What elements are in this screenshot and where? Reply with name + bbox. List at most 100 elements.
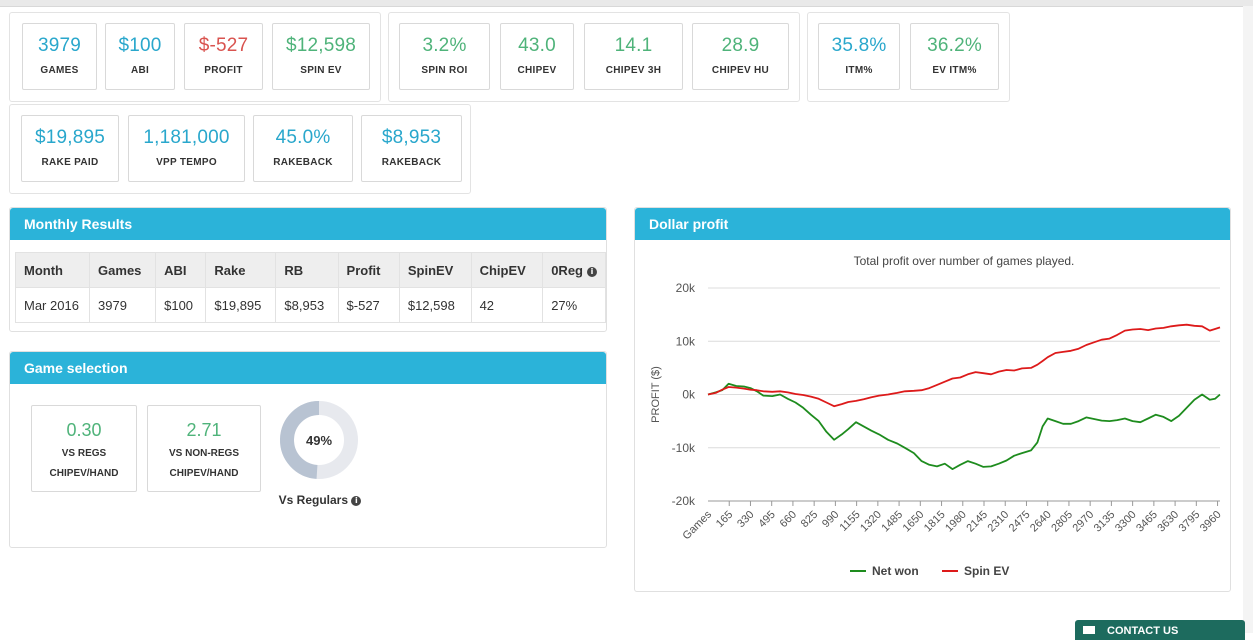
x-tick-label: 1485 <box>879 509 905 535</box>
vs-regulars-caption-text: Vs Regulars <box>278 493 349 507</box>
stat-value: $12,598 <box>285 35 357 56</box>
stat-value: 45.0% <box>275 127 331 148</box>
table-cell: $19,895 <box>205 287 277 323</box>
stat-value: $100 <box>118 35 162 56</box>
x-tick-label: 330 <box>735 509 756 530</box>
dollar-profit-header: Dollar profit <box>635 208 1230 240</box>
x-tick-label: 165 <box>714 509 735 530</box>
stat-label: VPP TEMPO <box>156 157 217 168</box>
series-line-spin-ev <box>707 323 1221 408</box>
column-header-chipev[interactable]: ChipEV <box>470 252 544 288</box>
x-tick-label: 2970 <box>1070 509 1096 535</box>
donut-percent-label: 49% <box>306 433 332 448</box>
column-header-spinev[interactable]: SpinEV <box>398 252 472 288</box>
column-header-games[interactable]: Games <box>89 252 157 288</box>
stat-card-rakeback-amount: $8,953 RAKEBACK <box>361 115 462 182</box>
info-icon[interactable]: i <box>587 266 597 277</box>
table-cell: $8,953 <box>275 287 339 323</box>
legend-entry: Spin EV <box>964 564 1009 578</box>
stat-card-ev-itm: 36.2% EV ITM% <box>910 23 999 90</box>
contact-us-tab[interactable]: CONTACT US <box>1075 620 1245 640</box>
stat-value: 3.2% <box>422 35 467 56</box>
stat-label: SPIN ROI <box>421 65 468 76</box>
stat-card-abi: $100 ABI <box>105 23 175 90</box>
column-header-rake[interactable]: Rake <box>205 252 277 288</box>
stat-label: ABI <box>130 65 150 76</box>
x-tick-label: 2310 <box>986 509 1012 535</box>
x-tick-label: 2640 <box>1028 509 1054 535</box>
stat-value: $-527 <box>198 35 249 56</box>
x-axis-label: Games <box>681 508 715 542</box>
stat-label: ITM% <box>845 65 873 76</box>
x-tick-label: 825 <box>799 509 820 530</box>
column-header-label: SpinEV <box>407 262 454 278</box>
stat-label: PROFIT <box>204 65 243 76</box>
column-header-0reg[interactable]: 0Reg i <box>542 252 606 288</box>
vs-non-regs-label: VS NON-REGS <box>168 448 239 459</box>
game-selection-panel: Game selection 0.30 VS REGS CHIPEV/HAND … <box>9 351 607 548</box>
stat-value: 35.8% <box>831 35 887 56</box>
y-tick-label: 10k <box>676 334 696 348</box>
x-tick-label: 660 <box>778 509 799 530</box>
stat-label: EV ITM% <box>932 65 977 76</box>
stat-label: CHIPEV 3H <box>605 65 662 76</box>
stat-label: CHIPEV <box>517 65 557 76</box>
stat-label: RAKE PAID <box>41 157 99 168</box>
page-scrollbar[interactable] <box>1243 6 1253 633</box>
vs-regs-value: 0.30 <box>66 420 102 440</box>
stat-value: 36.2% <box>927 35 982 56</box>
x-tick-label: 2145 <box>964 509 990 535</box>
x-tick-label: 3300 <box>1113 509 1139 535</box>
x-tick-label: 3465 <box>1134 509 1160 535</box>
info-icon[interactable]: i <box>351 496 362 506</box>
table-cell: Mar 2016 <box>14 287 91 323</box>
column-header-abi[interactable]: ABI <box>155 252 207 288</box>
stat-card-chipev-hu: 28.9 CHIPEV HU <box>692 23 789 90</box>
stat-card-spin-ev: $12,598 SPIN EV <box>272 23 370 90</box>
stat-value: 43.0 <box>518 35 556 56</box>
stat-card-spin-roi: 3.2% SPIN ROI <box>399 23 490 90</box>
stat-label: SPIN EV <box>300 65 342 76</box>
stat-value: $8,953 <box>381 127 442 148</box>
table-cell: 3979 <box>89 287 157 323</box>
stat-value: 1,181,000 <box>143 127 230 148</box>
stat-label: CHIPEV HU <box>711 65 770 76</box>
stat-card-rake-paid: $19,895 RAKE PAID <box>21 115 119 182</box>
vs-non-regs-card: 2.71 VS NON-REGS CHIPEV/HAND <box>147 405 261 492</box>
x-tick-label: 3960 <box>1198 509 1224 535</box>
x-tick-label: 3795 <box>1177 509 1203 535</box>
x-tick-label: 1980 <box>943 509 969 535</box>
stat-value: 28.9 <box>721 35 760 56</box>
x-tick-label: 2475 <box>1007 509 1033 535</box>
vs-non-regs-value: 2.71 <box>186 420 222 440</box>
mail-icon <box>1083 626 1095 634</box>
stat-value: $19,895 <box>34 127 106 148</box>
stat-card-rakeback-pct: 45.0% RAKEBACK <box>253 115 353 182</box>
column-header-label: ChipEV <box>479 262 526 278</box>
x-tick-label: 3135 <box>1092 509 1118 535</box>
monthly-results-panel: Monthly Results Month Games ABI Rake RB Profi… <box>9 207 607 332</box>
x-tick-label: 1815 <box>922 509 948 535</box>
table-cell: 27% <box>542 287 606 323</box>
stat-card-profit: $-527 PROFIT <box>184 23 263 90</box>
game-selection-header: Game selection <box>10 352 606 384</box>
column-header-label: Profit <box>346 262 381 278</box>
monthly-results-table: Month Games ABI Rake RB Profit SpinEV ChipEV 0Re… <box>14 252 606 323</box>
table-cell: $12,598 <box>398 287 472 323</box>
column-header-month[interactable]: Month <box>14 252 91 288</box>
stat-label: RAKEBACK <box>273 157 333 168</box>
stat-label: RAKEBACK <box>381 157 442 168</box>
monthly-results-header: Monthly Results <box>10 208 606 240</box>
stat-card-games: 3979 GAMES <box>22 23 97 90</box>
x-tick-label: 1320 <box>858 509 884 535</box>
column-header-label: Month <box>24 262 63 278</box>
column-header-profit[interactable]: Profit <box>337 252 400 288</box>
stat-label: GAMES <box>40 65 79 76</box>
series-line-net-won <box>707 382 1221 470</box>
x-tick-label: 2805 <box>1049 509 1075 535</box>
column-header-rb[interactable]: RB <box>275 252 339 288</box>
stat-value: 14.1 <box>614 35 653 56</box>
y-tick-label: 0k <box>682 388 696 402</box>
table-cell: $100 <box>155 287 207 323</box>
dollar-profit-panel: Dollar profit Total profit over number o… <box>634 207 1231 592</box>
